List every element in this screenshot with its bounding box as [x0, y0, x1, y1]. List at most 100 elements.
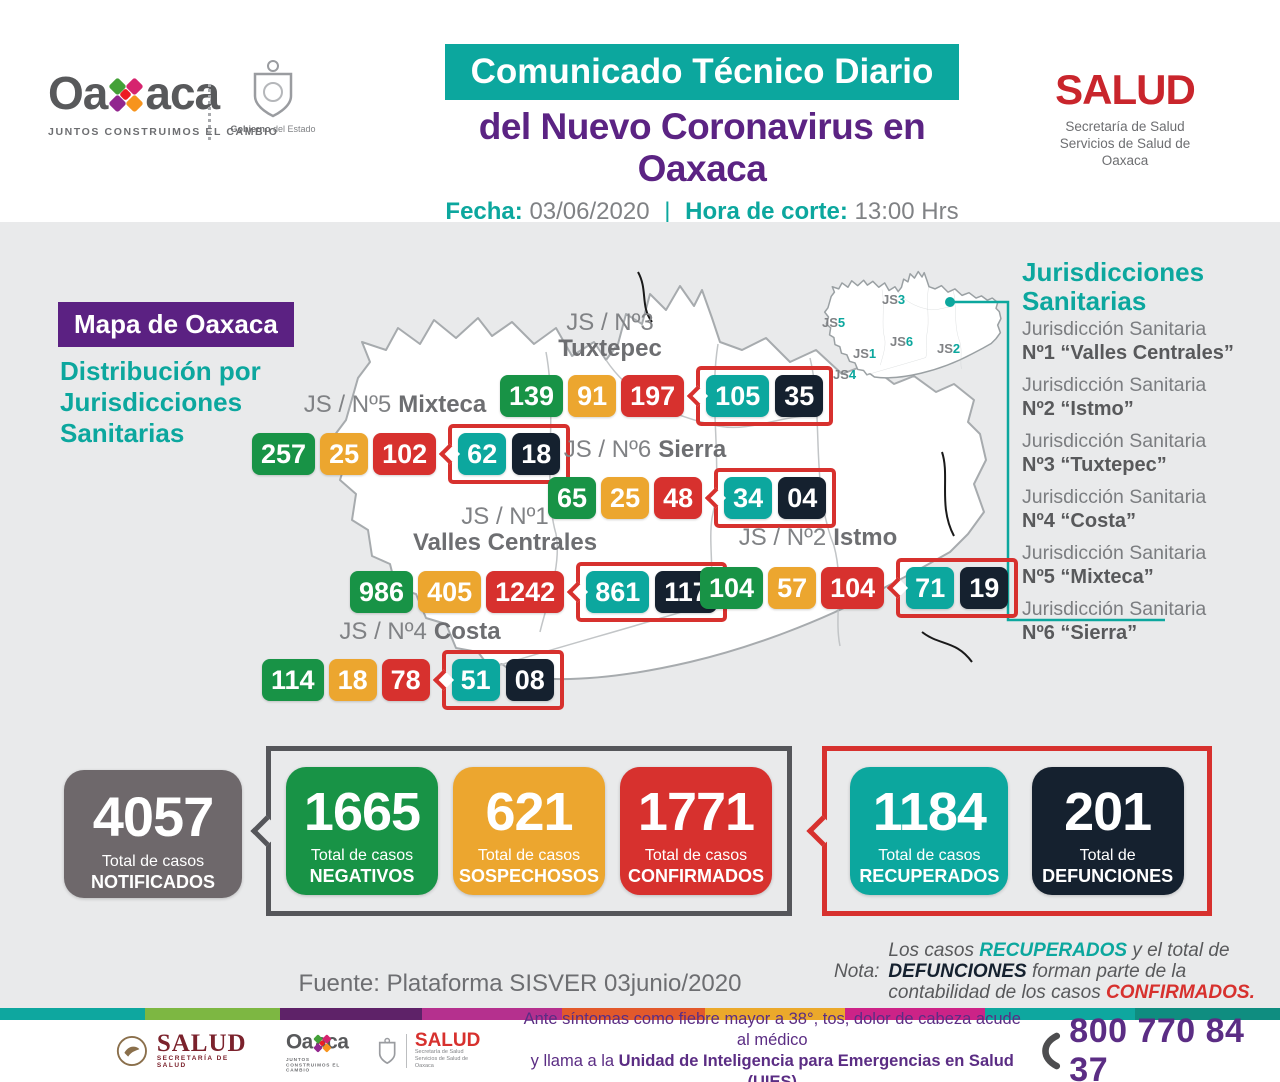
sospechosos-chip: 18	[328, 659, 377, 701]
recuperados-chip: 861	[586, 571, 650, 613]
legend-item: Jurisdicción Sanitaria Nº2 “Istmo”	[1022, 374, 1207, 420]
salud-state-logo: SALUD Secretaría de Salud Servicios de S…	[376, 1031, 484, 1070]
eagle-crest-icon	[116, 1035, 147, 1067]
confirmados-chip: 78	[381, 659, 430, 701]
jurisdictions-legend: Jurisdicción Sanitaria Nº1 “Valles Centra…	[1022, 318, 1237, 654]
map-panel: Mapa de Oaxaca Distribución por Jurisdic…	[0, 222, 1280, 1008]
sospechosos-chip: 91	[568, 375, 617, 417]
date-value: 03/06/2020	[529, 198, 650, 225]
inset-label-js5: JS5	[822, 315, 846, 330]
oaxaca-diamonds-icon	[108, 77, 145, 113]
gobierno-crest-icon	[253, 60, 293, 118]
map-badge: Mapa de Oaxaca	[58, 302, 294, 347]
sospechosos-chip: 25	[601, 477, 650, 519]
source-text: Fuente: Plataforma SISVER 03junio/2020	[298, 970, 742, 997]
legend-title: Jurisdicciones Sanitarias	[1022, 257, 1205, 316]
cutoff-label: Hora de corte:	[685, 198, 848, 225]
divider	[405, 1034, 407, 1068]
oaxaca-diamonds-icon	[312, 1033, 332, 1052]
confirmados-chip: 104	[821, 567, 885, 609]
sospechosos-chip: 57	[768, 567, 817, 609]
negativos-chip: 104	[700, 567, 764, 609]
defunciones-chip: 19	[960, 567, 1009, 609]
total-negativos-box: 1665 Total de casos NEGATIVOS	[286, 767, 438, 895]
salud-logo: SALUD Secretaría de Salud Servicios de S…	[1040, 66, 1210, 169]
inset-label-js4: JS4	[833, 367, 857, 382]
region-istmo: JS / Nº2 Istmo 104 57 104 71 19	[700, 524, 1019, 618]
map-subtitle: Distribución por Jurisdicciones Sanitari…	[60, 356, 261, 448]
inset-label-js1: JS1	[853, 346, 877, 361]
dotted-divider	[208, 84, 211, 140]
emergency-phone: 800 770 84 37	[1037, 1012, 1280, 1082]
negativos-chip: 257	[252, 433, 316, 475]
recuperados-defunciones-group: 105 35	[696, 366, 834, 426]
gobierno-caption: Gobierno del Estado	[230, 124, 316, 134]
region-valles-centrales: JS / Nº1 Valles Centrales 986 405 1242 86…	[350, 504, 727, 622]
sospechosos-chip: 405	[418, 571, 482, 613]
oaxaca-tagline: JUNTOS CONSTRUIMOS EL CAMBIO	[48, 126, 279, 138]
phone-icon	[1042, 1032, 1060, 1070]
date-label: Fecha:	[445, 198, 523, 225]
defunciones-chip: 08	[505, 659, 554, 701]
neighbor-border-lines	[637, 271, 973, 663]
total-confirmados-box: 1771 Total de casos CONFIRMADOS	[620, 767, 772, 895]
legend-connector-line	[945, 297, 1165, 622]
dateline-separator: |	[664, 198, 671, 225]
dateline: Fecha: 03/06/2020 | Hora de corte: 13:00…	[420, 198, 984, 226]
legend-item: Jurisdicción Sanitaria Nº1 “Valles Centra…	[1022, 318, 1234, 364]
phone-number: 800 770 84 37	[1069, 1012, 1245, 1082]
color-stripe	[0, 1008, 1280, 1020]
salud-wordmark: SALUD	[1055, 66, 1196, 113]
oaxaca-footer-logo: Oa aca JUNTOS CONSTRUIMOS EL CAMBIO	[285, 1029, 349, 1073]
confirmados-chip: 102	[373, 433, 437, 475]
region-costa: JS / Nº4 Costa 114 18 78 51 08	[262, 618, 564, 710]
oaxaca-word-end: aca	[145, 67, 220, 119]
recuperados-defunciones-group: 51 08	[441, 650, 564, 710]
total-notificados-box: 4057 Total de casos NOTIFICADOS	[64, 770, 242, 898]
legend-item: Jurisdicción Sanitaria Nº5 “Mixteca”	[1022, 542, 1207, 588]
footer-bar: SALUD SECRETARÍA DE SALUD Oa aca JUNTOS …	[0, 1010, 1280, 1082]
legend-item: Jurisdicción Sanitaria Nº4 “Costa”	[1022, 486, 1207, 532]
inset-label-js2: JS2	[937, 341, 961, 356]
subtitle: del Nuevo Coronavirus en Oaxaca	[478, 106, 926, 189]
defunciones-chip: 18	[512, 433, 561, 475]
outcomes-group: 1184 Total de casos RECUPERADOS 201 Tota…	[822, 746, 1212, 916]
sospechosos-chip: 25	[320, 433, 369, 475]
total-sospechosos-box: 621 Total de casos SOSPECHOSOS	[453, 767, 605, 895]
recuperados-chip: 71	[906, 567, 955, 609]
oaxaca-word-start: Oa	[48, 67, 108, 119]
confirmados-chip: 1242	[486, 571, 565, 613]
defunciones-chip: 04	[778, 477, 827, 519]
salud-federal-logo: SALUD SECRETARÍA DE SALUD	[115, 1031, 256, 1069]
confirmados-chip: 197	[621, 375, 685, 417]
note-label: Nota:	[834, 961, 880, 982]
gobierno-crest-icon	[378, 1037, 396, 1065]
health-advisory-text: Ante síntomas como fiebre mayor a 38°, t…	[523, 1010, 1021, 1082]
recuperados-chip: 34	[724, 477, 773, 519]
gobierno-del-estado-emblem: Gobierno del Estado	[228, 58, 318, 134]
oaxaca-wordmark: Oa aca	[48, 66, 279, 120]
recuperados-chip: 105	[706, 375, 770, 417]
inset-map-outline	[802, 266, 1002, 388]
negativos-chip: 986	[350, 571, 414, 613]
legend-item: Jurisdicción Sanitaria Nº6 “Sierra”	[1022, 598, 1207, 644]
negativos-chip: 65	[548, 477, 597, 519]
cutoff-value: 13:00 Hrs	[854, 198, 959, 225]
jurisdictions-inset-map: JS1 JS2 JS3 JS4 JS5 JS6	[802, 266, 1002, 388]
total-defunciones-box: 201 Total de DEFUNCIONES	[1031, 767, 1184, 895]
note: Nota: Los casos RECUPERADOS y el total d…	[834, 940, 1255, 1003]
region-tuxtepec: JS / Nº3 Tuxtepec 139 91 197 105 35	[500, 310, 834, 426]
negativos-chip: 139	[500, 375, 564, 417]
main-title: Comunicado Técnico Diario	[444, 44, 960, 100]
region-mixteca: JS / Nº5 Mixteca 257 25 102 62 18	[252, 391, 571, 484]
recuperados-defunciones-group: 34 04	[714, 468, 837, 528]
inset-label-js6: JS6	[890, 334, 914, 349]
title-block: Comunicado Técnico Diario del Nuevo Coro…	[420, 44, 984, 226]
recuperados-chip: 62	[458, 433, 507, 475]
note-body: Los casos RECUPERADOS y el total de DEFU…	[888, 940, 1255, 1003]
oaxaca-logo: Oa aca JUNTOS CONSTRUIMOS EL CAMBIO	[48, 66, 279, 138]
defunciones-chip: 35	[775, 375, 824, 417]
header: Oa aca JUNTOS CONSTRUIMOS EL CAMBIO Gobi…	[0, 0, 1280, 225]
recuperados-defunciones-group: 71 19	[896, 558, 1019, 618]
